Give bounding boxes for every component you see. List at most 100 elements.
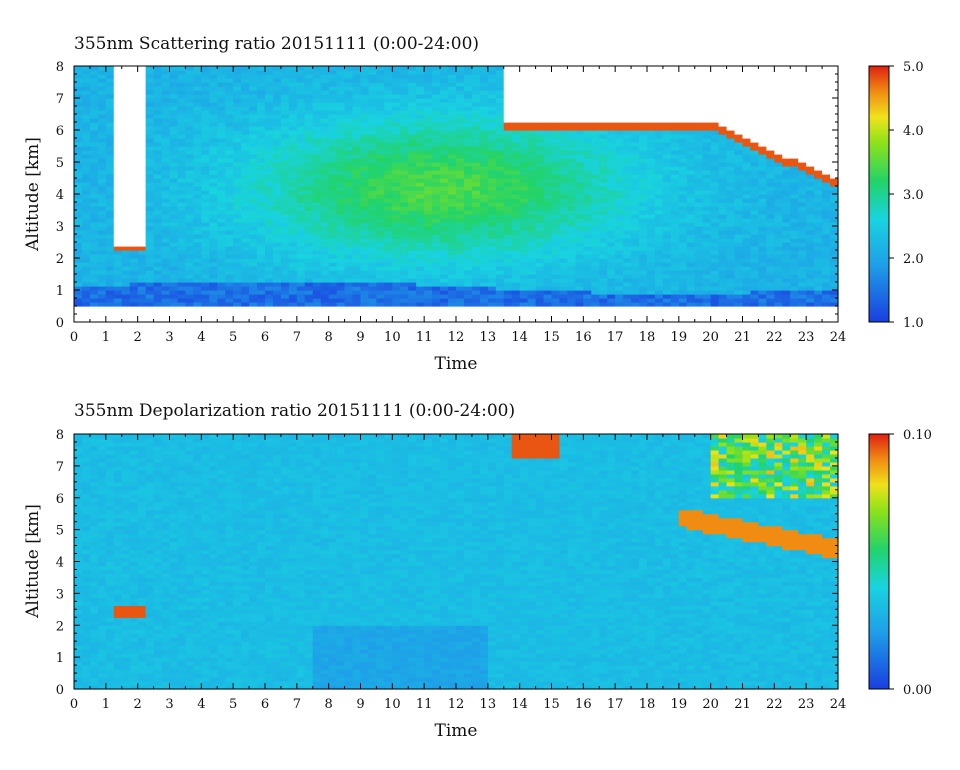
heatmap-cell bbox=[647, 222, 656, 227]
heatmap-cell bbox=[296, 190, 306, 195]
heatmap-cell bbox=[360, 98, 370, 103]
heatmap-cell bbox=[121, 194, 131, 199]
heatmap-cell bbox=[241, 186, 250, 191]
heatmap-cell bbox=[654, 166, 664, 171]
heatmap-cell bbox=[360, 182, 370, 187]
heatmap-cell bbox=[440, 290, 449, 295]
heatmap-cell bbox=[623, 142, 632, 147]
heatmap-cell bbox=[615, 262, 624, 267]
heatmap-cell bbox=[416, 278, 425, 283]
heatmap-cell bbox=[408, 74, 417, 79]
heatmap-cell bbox=[217, 82, 226, 87]
heatmap-cell bbox=[280, 222, 290, 227]
heatmap-cell bbox=[567, 278, 576, 283]
heatmap-cell bbox=[639, 90, 648, 95]
heatmap-cell bbox=[448, 266, 457, 271]
heatmap-cell bbox=[193, 238, 202, 243]
heatmap-cell bbox=[615, 302, 624, 307]
heatmap-cell bbox=[678, 166, 688, 171]
heatmap-cell bbox=[145, 150, 155, 155]
heatmap-cell bbox=[304, 202, 314, 207]
heatmap-cell bbox=[527, 134, 537, 139]
heatmap-cell bbox=[448, 290, 457, 295]
heatmap-cell bbox=[336, 206, 346, 211]
heatmap-cell bbox=[392, 190, 401, 195]
heatmap-cell bbox=[631, 114, 640, 119]
heatmap-cell bbox=[631, 246, 640, 251]
heatmap-cell bbox=[153, 126, 163, 131]
heatmap-cell bbox=[575, 234, 584, 239]
heatmap-cell bbox=[583, 318, 592, 323]
heatmap-cell bbox=[161, 306, 171, 311]
heatmap-cell bbox=[440, 298, 449, 303]
heatmap-cell bbox=[487, 150, 497, 155]
heatmap-cell bbox=[153, 190, 163, 195]
heatmap-cell bbox=[74, 138, 83, 143]
heatmap-cell bbox=[575, 250, 584, 255]
heatmap-cell bbox=[654, 314, 664, 319]
heatmap-cell bbox=[511, 250, 521, 255]
heatmap-cell bbox=[288, 214, 298, 219]
heatmap-cell bbox=[280, 278, 290, 283]
heatmap-cell bbox=[456, 282, 465, 287]
heatmap-cell bbox=[670, 310, 680, 315]
heatmap-cell bbox=[233, 162, 242, 167]
heatmap-cell bbox=[113, 138, 123, 143]
heatmap-cell bbox=[448, 166, 457, 171]
heatmap-cell bbox=[161, 98, 171, 103]
heatmap-cell bbox=[145, 218, 155, 223]
heatmap-cell bbox=[161, 290, 171, 295]
heatmap-cell bbox=[400, 314, 409, 319]
heatmap-cell bbox=[694, 318, 704, 323]
heatmap-cell bbox=[368, 102, 378, 107]
heatmap-cell bbox=[511, 106, 521, 111]
heatmap-cell bbox=[432, 110, 441, 115]
heatmap-cell bbox=[352, 102, 362, 107]
heatmap-cell bbox=[471, 222, 481, 227]
heatmap-cell bbox=[265, 98, 274, 103]
heatmap-cell bbox=[121, 70, 131, 75]
heatmap-cell bbox=[209, 102, 218, 107]
heatmap-cell bbox=[328, 298, 338, 303]
heatmap-cell bbox=[97, 310, 107, 315]
heatmap-cell bbox=[81, 190, 91, 195]
heatmap-cell bbox=[678, 78, 688, 83]
heatmap-cell bbox=[360, 174, 370, 179]
heatmap-cell bbox=[599, 74, 608, 79]
heatmap-cell bbox=[280, 210, 290, 215]
heatmap-cell bbox=[81, 102, 91, 107]
heatmap-cell bbox=[257, 202, 266, 207]
heatmap-cell bbox=[209, 106, 218, 111]
heatmap-cell bbox=[74, 242, 83, 247]
heatmap-cell bbox=[201, 178, 210, 183]
heatmap-cell bbox=[575, 118, 584, 123]
heatmap-cell bbox=[511, 194, 521, 199]
heatmap-cell bbox=[567, 306, 576, 311]
heatmap-cell bbox=[145, 158, 155, 163]
heatmap-cell bbox=[527, 262, 537, 267]
heatmap-cell bbox=[352, 274, 362, 279]
heatmap-cell bbox=[312, 130, 322, 135]
heatmap-cell bbox=[169, 98, 179, 103]
heatmap-cell bbox=[456, 118, 465, 123]
heatmap-cell bbox=[519, 294, 529, 299]
heatmap-cell bbox=[686, 166, 696, 171]
heatmap-cell bbox=[97, 318, 107, 323]
heatmap-cell bbox=[543, 230, 553, 235]
heatmap-cell bbox=[344, 262, 354, 267]
heatmap-cell bbox=[257, 174, 266, 179]
heatmap-cell bbox=[495, 178, 505, 183]
heatmap-cell bbox=[241, 214, 250, 219]
heatmap-cell bbox=[527, 214, 537, 219]
heatmap-cell bbox=[535, 226, 545, 231]
heatmap-cell bbox=[249, 282, 258, 287]
heatmap-cell bbox=[384, 310, 393, 315]
heatmap-cell bbox=[74, 262, 83, 267]
heatmap-cell bbox=[503, 126, 513, 131]
heatmap-cell bbox=[265, 230, 274, 235]
heatmap-cell bbox=[686, 98, 696, 103]
heatmap-cell bbox=[129, 222, 139, 227]
heatmap-cell bbox=[495, 194, 505, 199]
heatmap-cell bbox=[288, 158, 298, 163]
heatmap-cell bbox=[591, 298, 600, 303]
